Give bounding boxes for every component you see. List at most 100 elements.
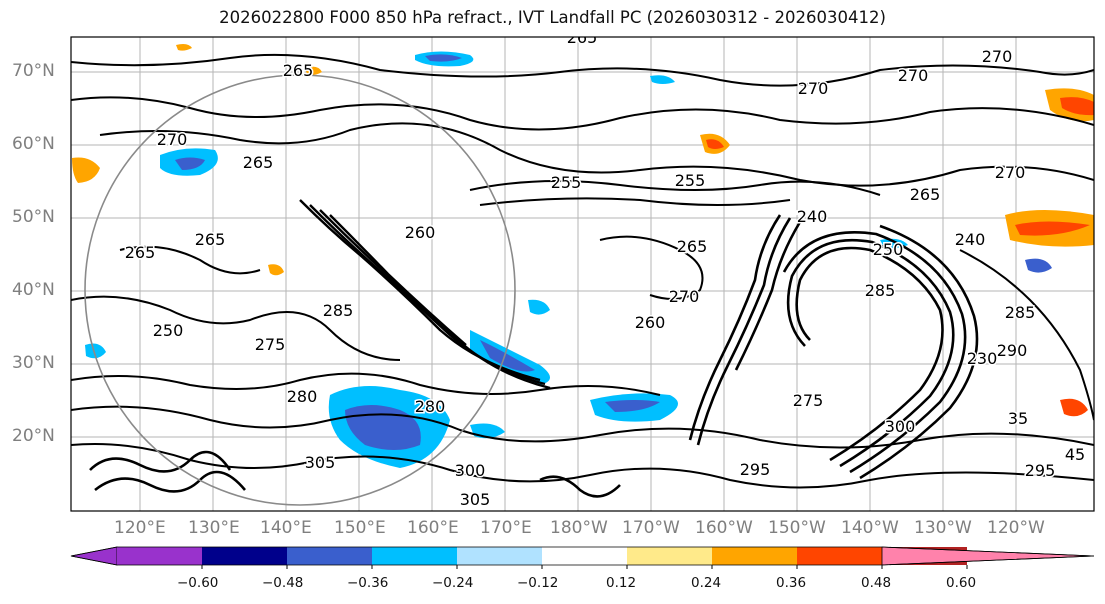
shade-blob [1015, 221, 1090, 236]
contour-label: 270 [995, 163, 1026, 182]
map-background [71, 37, 1094, 511]
lon-label: 120°E [114, 518, 166, 538]
contour-label: 270 [798, 79, 829, 98]
shade-blob [425, 54, 462, 62]
shade-blob [480, 340, 535, 372]
lon-label: 140°W [841, 518, 899, 538]
contour-label: 240 [955, 230, 986, 249]
lat-label: 30°N [12, 353, 55, 373]
contour-label: 260 [405, 223, 436, 242]
contour-label: 290 [997, 341, 1028, 360]
range-circle [84, 74, 516, 506]
colorbar [70, 546, 1095, 569]
lon-label: 170°W [622, 518, 680, 538]
contour-line [859, 224, 979, 480]
shade-blob [528, 299, 550, 315]
lon-label: 170°E [480, 518, 532, 538]
contour-line [71, 372, 661, 396]
contour-line [71, 53, 1094, 87]
contour-label: 285 [1005, 303, 1036, 322]
contour-line [71, 443, 1094, 489]
colorbar-segment [117, 547, 202, 565]
lon-label: 130°E [188, 518, 240, 538]
contour-label: 255 [551, 173, 582, 192]
contour-line [479, 197, 791, 206]
lat-label: 40°N [12, 280, 55, 300]
contour-label: 275 [255, 335, 286, 354]
contour-line [94, 470, 246, 493]
contour-label: 230 [967, 349, 998, 368]
contour-line [599, 235, 704, 300]
contour-label: 305 [305, 453, 336, 472]
colorbar-segment [457, 547, 542, 565]
colorbar-tick-label: −0.36 [347, 575, 389, 591]
contour-line [329, 214, 467, 346]
contour-line [688, 214, 782, 441]
contour-label: 265 [195, 230, 226, 249]
shading-layer [72, 44, 1094, 468]
contour-line [89, 450, 232, 473]
colorbar-segment [372, 547, 457, 565]
shade-blob [85, 343, 106, 359]
shade-blob [605, 400, 660, 412]
contour-label: 260 [635, 313, 666, 332]
contour-line [469, 180, 881, 196]
contour-layer [71, 53, 1094, 498]
shade-blob [1060, 398, 1088, 417]
contour-label: 295 [740, 460, 771, 479]
contour-label: 280 [287, 387, 318, 406]
contour-label: 265 [283, 61, 314, 80]
colorbar-segment [797, 547, 882, 565]
lon-label: 150°E [334, 518, 386, 538]
lat-label: 50°N [12, 207, 55, 227]
map-frame [70, 36, 1095, 512]
contour-line [786, 238, 955, 468]
colorbar-tick-label: −0.48 [262, 575, 304, 591]
contour-line [71, 96, 1094, 131]
contour-label: 250 [153, 321, 184, 340]
contour-label: 265 [677, 237, 708, 256]
contour-line [782, 230, 967, 474]
shade-blob [650, 75, 675, 84]
contour-label: 240 [797, 207, 828, 226]
contour-label: 265 [125, 243, 156, 262]
contour-line [71, 405, 1094, 449]
contour-label: 305 [460, 490, 491, 509]
contour-label: 35 [1008, 409, 1028, 428]
contour-label: 300 [885, 417, 916, 436]
contour-label: 45 [1065, 445, 1085, 464]
colorbar-segment [542, 547, 627, 565]
shade-blob [706, 139, 724, 149]
contour-label: 295 [1025, 461, 1056, 480]
lon-label: 180°W [550, 518, 608, 538]
lat-label: 60°N [12, 134, 55, 154]
colorbar-extend-min [70, 546, 118, 566]
contour-label: 285 [865, 281, 896, 300]
colorbar-tick-label: 0.48 [861, 575, 892, 591]
colorbar-segment [202, 547, 287, 565]
contour-label: 265 [567, 28, 598, 47]
colorbar-outline [70, 546, 1095, 566]
figure-title: 2026022800 F000 850 hPa refract., IVT La… [219, 8, 886, 27]
lon-label: 120°W [987, 518, 1045, 538]
lat-label: 70°N [12, 61, 55, 81]
lat-label: 20°N [12, 426, 55, 446]
lon-label: 150°W [768, 518, 826, 538]
contour-label: 285 [323, 301, 354, 320]
contour-line [734, 221, 802, 371]
contour-label: 275 [793, 391, 824, 410]
contour-line [959, 249, 1094, 421]
contour-line [795, 246, 944, 462]
shade-blob [176, 44, 192, 51]
colorbar-tick-label: −0.12 [517, 575, 559, 591]
colorbar-tick-label: 0.24 [691, 575, 722, 591]
colorbar-tick-label: −0.60 [177, 575, 219, 591]
colorbar-tick-label: 0.12 [606, 575, 637, 591]
contour-line [71, 295, 401, 361]
lon-label: 160°E [407, 518, 459, 538]
contour-line [119, 245, 261, 275]
colorbar-tick-label: 0.36 [776, 575, 807, 591]
colorbar-tick-label: 0.60 [946, 575, 977, 591]
